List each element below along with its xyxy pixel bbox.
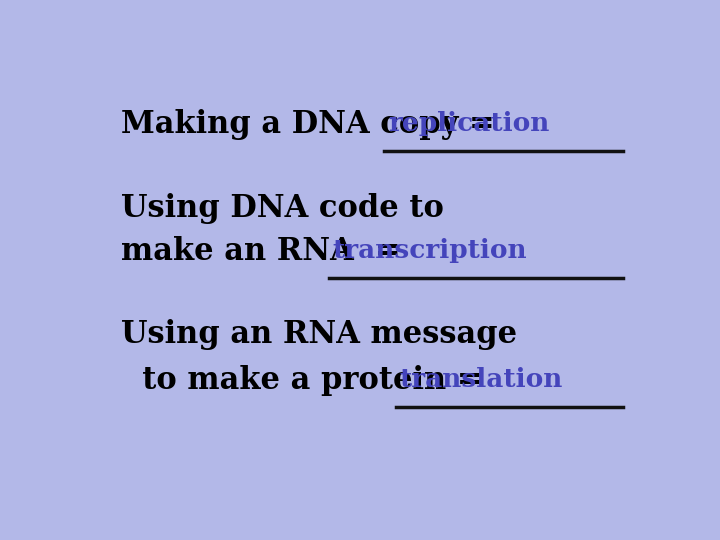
Text: to make a protein =: to make a protein = [121, 365, 492, 396]
Text: Making a DNA copy =: Making a DNA copy = [121, 110, 505, 140]
Text: Using DNA code to: Using DNA code to [121, 193, 444, 224]
Text: replication: replication [389, 111, 550, 136]
Text: transcription: transcription [333, 238, 527, 263]
Text: translation: translation [400, 367, 563, 392]
Text: make an RNA  =: make an RNA = [121, 236, 411, 267]
Text: Using an RNA message: Using an RNA message [121, 319, 517, 350]
